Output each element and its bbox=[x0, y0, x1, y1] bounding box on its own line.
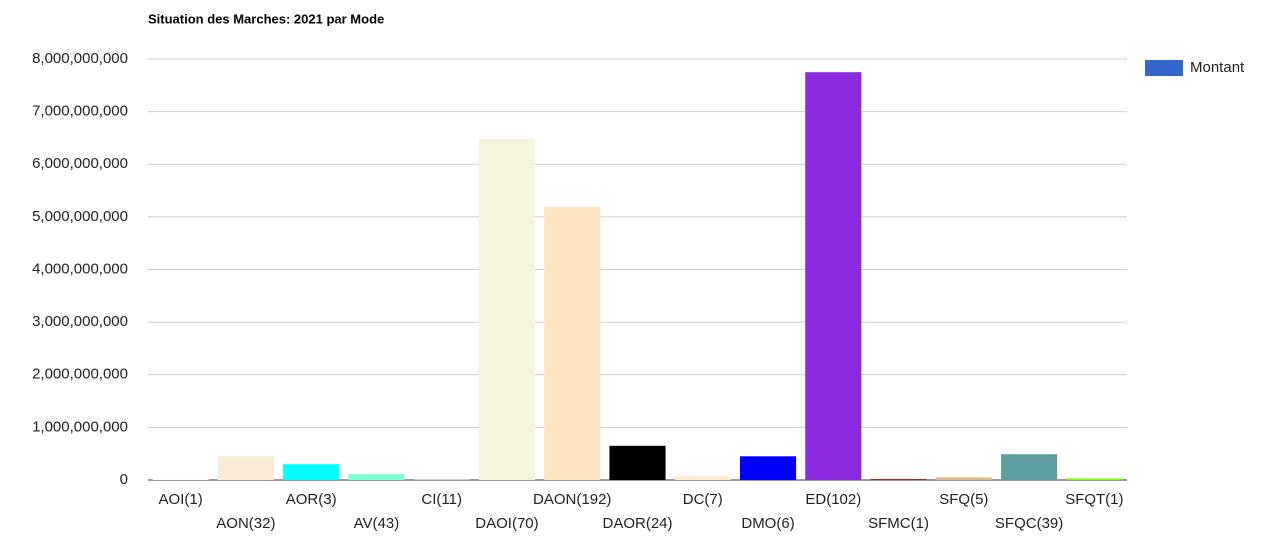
bar bbox=[870, 478, 927, 480]
x-tick-label: SFQ(5) bbox=[939, 491, 988, 508]
bar bbox=[478, 138, 536, 481]
bar bbox=[935, 477, 992, 480]
bar bbox=[348, 474, 405, 480]
x-tick-label: AOR(3) bbox=[286, 491, 337, 508]
y-tick-label: 7,000,000,000 bbox=[32, 103, 128, 120]
bar bbox=[544, 206, 601, 480]
y-tick-label: 2,000,000,000 bbox=[32, 366, 128, 383]
x-tick-label: SFQC(39) bbox=[995, 515, 1063, 532]
chart-title: Situation des Marches: 2021 par Mode bbox=[148, 11, 384, 26]
x-tick-label: AV(43) bbox=[354, 515, 400, 532]
y-tick-label: 4,000,000,000 bbox=[32, 260, 128, 277]
x-tick-label: CI(11) bbox=[421, 491, 462, 508]
x-tick-label: DC(7) bbox=[683, 491, 723, 508]
y-tick-label: 3,000,000,000 bbox=[32, 313, 128, 330]
bar bbox=[609, 445, 666, 480]
y-tick-label: 1,000,000,000 bbox=[32, 418, 128, 435]
bar bbox=[152, 479, 209, 480]
y-tick-label: 5,000,000,000 bbox=[32, 208, 128, 225]
bar bbox=[1001, 454, 1058, 480]
x-tick-label: SFQT(1) bbox=[1065, 491, 1123, 508]
y-tick-label: 6,000,000,000 bbox=[32, 155, 128, 172]
bar bbox=[805, 72, 862, 480]
x-tick-label: DAON(192) bbox=[533, 491, 611, 508]
bar bbox=[674, 476, 731, 480]
x-tick-label: AOI(1) bbox=[159, 491, 203, 508]
bar bbox=[283, 464, 340, 480]
x-tick-label: DAOR(24) bbox=[602, 515, 672, 532]
bar bbox=[1066, 478, 1123, 480]
x-tick-label: DAOI(70) bbox=[475, 515, 538, 532]
x-tick-label: AON(32) bbox=[216, 515, 275, 532]
x-tick-label: DMO(6) bbox=[741, 515, 794, 532]
legend-swatch bbox=[1145, 60, 1183, 76]
y-tick-label: 0 bbox=[120, 471, 128, 488]
y-tick-label: 8,000,000,000 bbox=[32, 50, 128, 67]
x-tick-label: SFMC(1) bbox=[868, 515, 929, 532]
x-tick-label: ED(102) bbox=[805, 491, 861, 508]
bar bbox=[217, 456, 274, 480]
bar bbox=[739, 456, 797, 480]
legend-label: Montant bbox=[1190, 59, 1245, 76]
